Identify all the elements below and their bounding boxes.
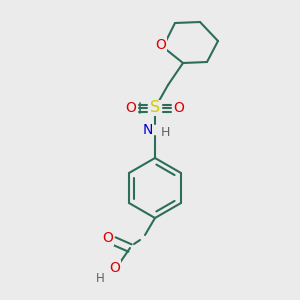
Text: N: N: [142, 123, 153, 137]
Text: O: O: [126, 101, 136, 115]
Text: O: O: [103, 231, 113, 245]
Text: H: H: [96, 272, 105, 284]
Text: O: O: [174, 101, 184, 115]
Text: O: O: [156, 38, 167, 52]
Text: H: H: [161, 125, 170, 139]
Text: S: S: [150, 100, 160, 116]
Text: O: O: [110, 261, 120, 275]
